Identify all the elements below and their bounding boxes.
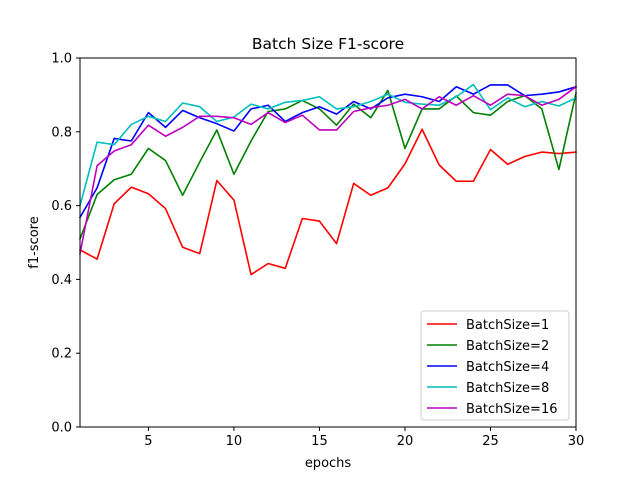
plot-frame — [79, 57, 577, 428]
x-axis-label: epochs — [305, 456, 352, 471]
series-layer — [78, 83, 578, 276]
y-tick-label: 0.6 — [51, 199, 72, 214]
x-tick-label: 25 — [482, 434, 499, 449]
legend-label: BatchSize=4 — [466, 360, 549, 375]
x-tick-label: 20 — [397, 434, 414, 449]
x-tick-label: 30 — [568, 434, 585, 449]
series-line — [79, 85, 578, 255]
y-tick-label: 0.0 — [51, 421, 72, 436]
y-tick-label: 1.0 — [51, 52, 72, 67]
legend-label: BatchSize=8 — [466, 381, 549, 396]
y-tick-label: 0.4 — [51, 273, 72, 288]
y-tick-label: 0.8 — [51, 125, 72, 140]
series-line — [79, 83, 578, 207]
legend: BatchSize=1 BatchSize=2 BatchSize=4 BatchSi… — [420, 310, 570, 421]
legend-label: BatchSize=16 — [466, 402, 558, 417]
legend-box — [420, 310, 570, 421]
tick-layer: 5 10 15 20 25 30 0.0 0.2 0.4 0.6 0.8 1.0 — [51, 52, 584, 450]
x-tick-label: 10 — [226, 434, 243, 449]
legend-label: BatchSize=1 — [466, 318, 549, 333]
legend-label: BatchSize=2 — [466, 339, 549, 354]
series-line — [78, 89, 577, 240]
series-line — [78, 128, 577, 276]
x-tick-label: 15 — [311, 434, 328, 449]
y-tick-label: 0.2 — [51, 347, 72, 362]
series-line — [78, 84, 577, 219]
chart-title: Batch Size F1-score — [252, 35, 404, 53]
x-tick-label: 5 — [144, 434, 152, 449]
y-axis-label: f1-score — [27, 216, 42, 268]
